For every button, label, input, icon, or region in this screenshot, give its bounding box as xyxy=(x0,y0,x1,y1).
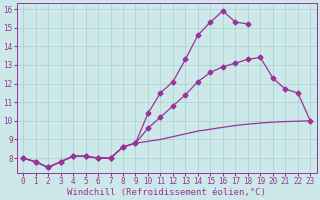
X-axis label: Windchill (Refroidissement éolien,°C): Windchill (Refroidissement éolien,°C) xyxy=(67,188,266,197)
